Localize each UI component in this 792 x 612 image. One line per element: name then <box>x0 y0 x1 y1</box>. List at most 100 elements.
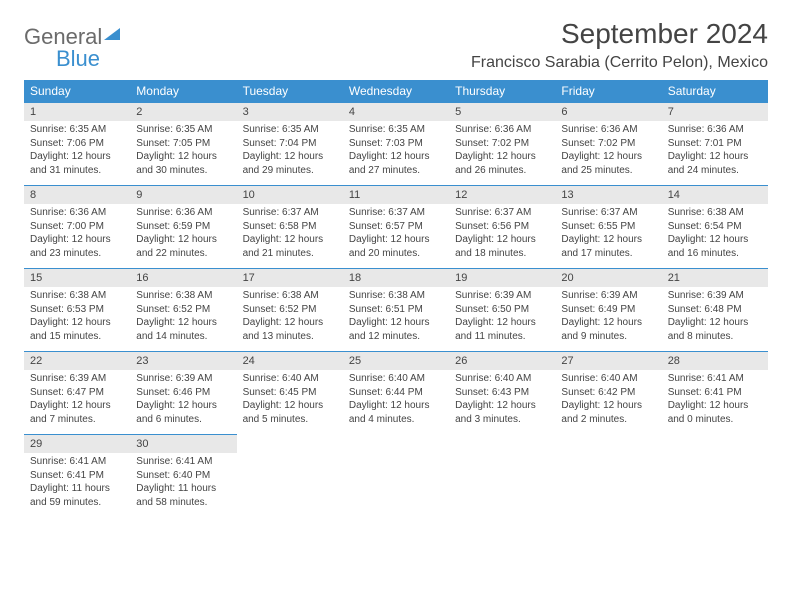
sunrise-text: Sunrise: 6:38 AM <box>349 289 443 303</box>
sunset-text: Sunset: 6:57 PM <box>349 220 443 234</box>
day1-text: Daylight: 12 hours <box>136 150 230 164</box>
day-number-row: 2930 <box>24 435 768 454</box>
sunrise-text: Sunrise: 6:36 AM <box>668 123 762 137</box>
sunrise-text: Sunrise: 6:38 AM <box>668 206 762 220</box>
day2-text: and 3 minutes. <box>455 413 549 427</box>
week-5: 2930Sunrise: 6:41 AMSunset: 6:41 PMDayli… <box>24 434 768 517</box>
day-number: 26 <box>449 352 555 371</box>
sunset-text: Sunset: 6:55 PM <box>561 220 655 234</box>
day2-text: and 58 minutes. <box>136 496 230 510</box>
day1-text: Daylight: 12 hours <box>455 150 549 164</box>
day2-text: and 2 minutes. <box>561 413 655 427</box>
sunrise-text: Sunrise: 6:41 AM <box>136 455 230 469</box>
sunset-text: Sunset: 6:48 PM <box>668 303 762 317</box>
day-number: 2 <box>130 103 236 122</box>
week-3: 15161718192021Sunrise: 6:38 AMSunset: 6:… <box>24 268 768 351</box>
sunrise-text: Sunrise: 6:36 AM <box>455 123 549 137</box>
day1-text: Daylight: 12 hours <box>243 150 337 164</box>
sunset-text: Sunset: 6:40 PM <box>136 469 230 483</box>
day-body-row: Sunrise: 6:38 AMSunset: 6:53 PMDaylight:… <box>24 287 768 351</box>
day-cell: Sunrise: 6:35 AMSunset: 7:05 PMDaylight:… <box>130 121 236 185</box>
day2-text: and 27 minutes. <box>349 164 443 178</box>
day-cell: Sunrise: 6:37 AMSunset: 6:55 PMDaylight:… <box>555 204 661 268</box>
day-number: 19 <box>449 269 555 288</box>
day-cell: Sunrise: 6:36 AMSunset: 7:01 PMDaylight:… <box>662 121 768 185</box>
day1-text: Daylight: 12 hours <box>455 399 549 413</box>
dow-sun: Sunday <box>24 80 130 102</box>
day1-text: Daylight: 12 hours <box>455 233 549 247</box>
logo-word-2: Blue <box>56 46 120 72</box>
day-number <box>662 435 768 454</box>
day-cell: Sunrise: 6:38 AMSunset: 6:52 PMDaylight:… <box>237 287 343 351</box>
day-cell: Sunrise: 6:37 AMSunset: 6:56 PMDaylight:… <box>449 204 555 268</box>
day-number: 14 <box>662 186 768 205</box>
day2-text: and 4 minutes. <box>349 413 443 427</box>
calendar-table: Sunday Monday Tuesday Wednesday Thursday… <box>24 80 768 102</box>
sunrise-text: Sunrise: 6:36 AM <box>136 206 230 220</box>
day-cell: Sunrise: 6:40 AMSunset: 6:42 PMDaylight:… <box>555 370 661 434</box>
day-number: 8 <box>24 186 130 205</box>
sunset-text: Sunset: 7:00 PM <box>30 220 124 234</box>
sunrise-text: Sunrise: 6:37 AM <box>349 206 443 220</box>
day2-text: and 16 minutes. <box>668 247 762 261</box>
day1-text: Daylight: 12 hours <box>561 150 655 164</box>
sunset-text: Sunset: 6:41 PM <box>668 386 762 400</box>
day-body-row: Sunrise: 6:36 AMSunset: 7:00 PMDaylight:… <box>24 204 768 268</box>
logo: General Blue <box>24 18 120 72</box>
day2-text: and 20 minutes. <box>349 247 443 261</box>
day1-text: Daylight: 12 hours <box>349 316 443 330</box>
day-number <box>555 435 661 454</box>
day-number: 9 <box>130 186 236 205</box>
day-number: 29 <box>24 435 130 454</box>
day-number: 18 <box>343 269 449 288</box>
day-number: 4 <box>343 103 449 122</box>
day1-text: Daylight: 12 hours <box>30 233 124 247</box>
day2-text: and 12 minutes. <box>349 330 443 344</box>
sunrise-text: Sunrise: 6:36 AM <box>30 206 124 220</box>
day2-text: and 23 minutes. <box>30 247 124 261</box>
day1-text: Daylight: 12 hours <box>561 233 655 247</box>
sunrise-text: Sunrise: 6:39 AM <box>668 289 762 303</box>
day-number-row: 15161718192021 <box>24 269 768 288</box>
sunrise-text: Sunrise: 6:38 AM <box>243 289 337 303</box>
sunrise-text: Sunrise: 6:40 AM <box>561 372 655 386</box>
day2-text: and 13 minutes. <box>243 330 337 344</box>
sunset-text: Sunset: 6:49 PM <box>561 303 655 317</box>
day-number: 28 <box>662 352 768 371</box>
day-body-row: Sunrise: 6:41 AMSunset: 6:41 PMDaylight:… <box>24 453 768 517</box>
day1-text: Daylight: 12 hours <box>243 233 337 247</box>
sunrise-text: Sunrise: 6:35 AM <box>243 123 337 137</box>
sunrise-text: Sunrise: 6:41 AM <box>30 455 124 469</box>
day-number: 23 <box>130 352 236 371</box>
day1-text: Daylight: 12 hours <box>136 316 230 330</box>
sunrise-text: Sunrise: 6:39 AM <box>136 372 230 386</box>
sunset-text: Sunset: 6:45 PM <box>243 386 337 400</box>
day-cell: Sunrise: 6:39 AMSunset: 6:49 PMDaylight:… <box>555 287 661 351</box>
day-number: 27 <box>555 352 661 371</box>
day1-text: Daylight: 11 hours <box>136 482 230 496</box>
day1-text: Daylight: 12 hours <box>349 399 443 413</box>
day2-text: and 30 minutes. <box>136 164 230 178</box>
dow-thu: Thursday <box>449 80 555 102</box>
day-number: 25 <box>343 352 449 371</box>
day-cell: Sunrise: 6:38 AMSunset: 6:53 PMDaylight:… <box>24 287 130 351</box>
day-cell: Sunrise: 6:35 AMSunset: 7:06 PMDaylight:… <box>24 121 130 185</box>
sunset-text: Sunset: 7:04 PM <box>243 137 337 151</box>
sunset-text: Sunset: 6:51 PM <box>349 303 443 317</box>
day-cell: Sunrise: 6:36 AMSunset: 6:59 PMDaylight:… <box>130 204 236 268</box>
day-number: 5 <box>449 103 555 122</box>
day-body-row: Sunrise: 6:35 AMSunset: 7:06 PMDaylight:… <box>24 121 768 185</box>
day-cell: Sunrise: 6:40 AMSunset: 6:43 PMDaylight:… <box>449 370 555 434</box>
sunset-text: Sunset: 7:02 PM <box>455 137 549 151</box>
day-cell: Sunrise: 6:36 AMSunset: 7:00 PMDaylight:… <box>24 204 130 268</box>
day2-text: and 59 minutes. <box>30 496 124 510</box>
day-number: 10 <box>237 186 343 205</box>
day-number <box>343 435 449 454</box>
day1-text: Daylight: 12 hours <box>243 316 337 330</box>
sunrise-text: Sunrise: 6:35 AM <box>349 123 443 137</box>
day1-text: Daylight: 12 hours <box>668 399 762 413</box>
day2-text: and 31 minutes. <box>30 164 124 178</box>
day1-text: Daylight: 12 hours <box>30 150 124 164</box>
day-cell: Sunrise: 6:38 AMSunset: 6:51 PMDaylight:… <box>343 287 449 351</box>
dow-tue: Tuesday <box>237 80 343 102</box>
